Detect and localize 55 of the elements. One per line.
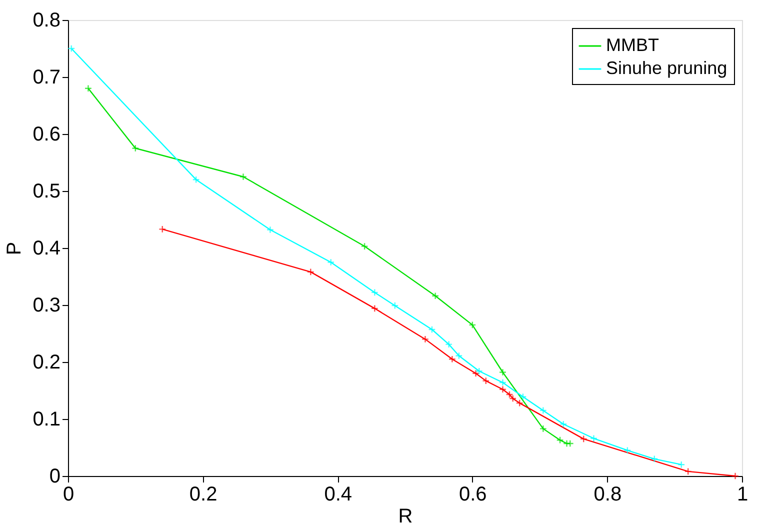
point (509, 394, 517, 402)
point (306, 268, 314, 276)
point (560, 420, 568, 428)
point (432, 292, 440, 300)
point (239, 172, 247, 181)
point (472, 370, 480, 378)
legend-label: MMBT (606, 35, 659, 55)
y-tick-label: 0 (49, 466, 60, 488)
y-tick-label: 0.6 (32, 124, 60, 146)
point (132, 144, 140, 152)
point (482, 377, 490, 385)
point (421, 335, 429, 343)
point (624, 446, 632, 454)
y-tick-label: 0.5 (32, 180, 60, 202)
x-tick-label: 0.8 (594, 484, 622, 506)
point (519, 393, 527, 401)
point (498, 368, 506, 376)
y-tick-label: 0.8 (32, 10, 60, 32)
x-tick-label: 0 (62, 484, 74, 506)
point (580, 435, 588, 443)
point (498, 386, 506, 394)
point (590, 434, 598, 442)
point (650, 455, 658, 463)
point (506, 390, 514, 398)
point (391, 302, 399, 310)
point (539, 424, 547, 432)
y-tick-label: 0.2 (32, 352, 60, 374)
point (370, 288, 378, 296)
x-tick-label: 0.2 (189, 484, 218, 506)
legend-label: Sinuhe pruning (606, 58, 728, 78)
x-tick-label: 0.4 (324, 484, 352, 506)
y-tick-label: 0.4 (32, 238, 60, 260)
point (475, 367, 483, 375)
point (266, 226, 274, 234)
point (516, 399, 524, 407)
y-tick-label: 0.3 (32, 294, 60, 316)
point (455, 352, 463, 360)
x-tick-label: 0.6 (458, 484, 487, 506)
point (370, 304, 378, 312)
x-axis-title: R (398, 506, 413, 528)
point (539, 406, 547, 414)
y-tick-label: 0.7 (32, 66, 60, 88)
point (360, 242, 368, 250)
point (448, 355, 456, 363)
point (445, 340, 453, 348)
point (498, 378, 506, 386)
y-axis-title: P (4, 242, 26, 256)
point (556, 436, 564, 444)
x-tick-label: 1 (736, 484, 748, 506)
point (684, 468, 692, 476)
y-tick-label: 0.1 (32, 408, 60, 430)
point (192, 176, 200, 184)
point (468, 321, 476, 329)
point (428, 326, 436, 334)
point (327, 258, 335, 266)
